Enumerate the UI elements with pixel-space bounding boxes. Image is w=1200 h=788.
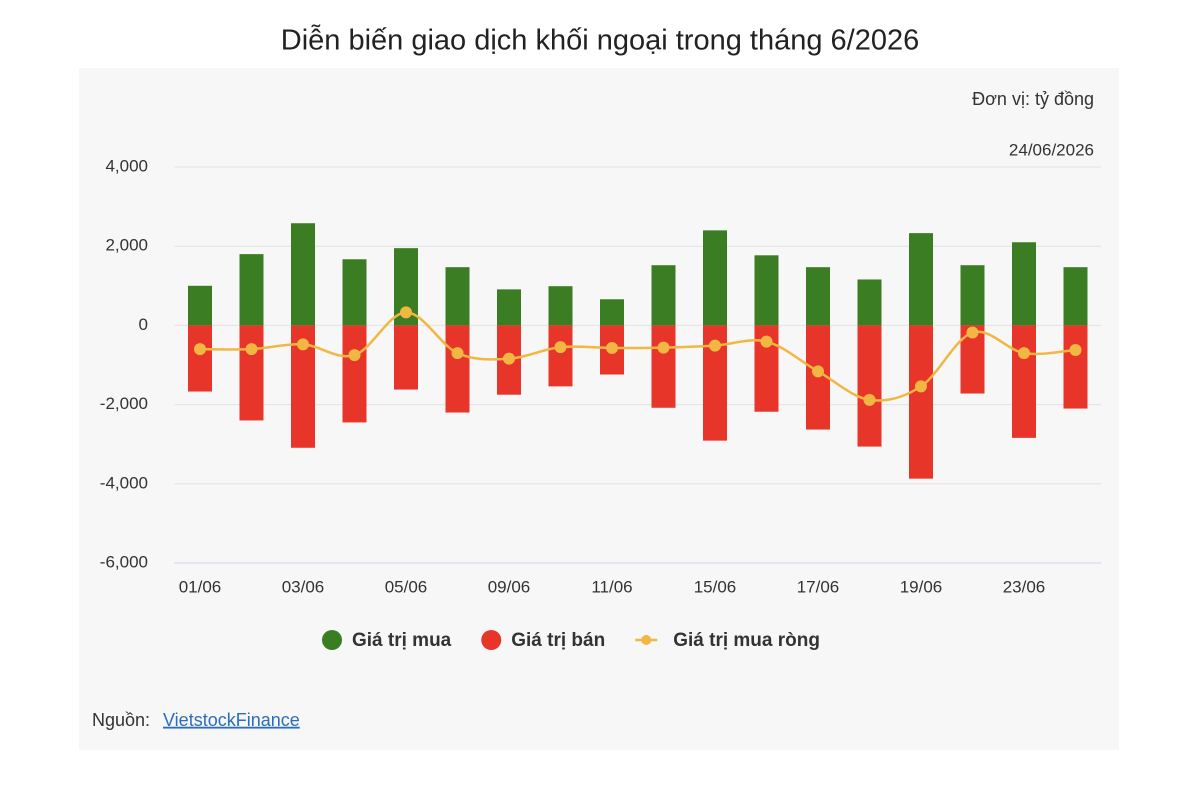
net-point [1018,347,1030,360]
bar [188,325,212,392]
bar [342,259,367,326]
net-point [657,341,670,354]
chart-title: Diễn biến giao dịch khối ngoại trong thá… [281,24,919,57]
bar [239,325,264,421]
bar [1012,325,1036,438]
legend-marker [481,630,502,650]
bar [445,267,470,326]
net-point [760,335,773,348]
source-label: Nguồn: [92,710,150,730]
bar [600,299,624,326]
bar [909,325,933,479]
source-link[interactable]: VietstockFinance [163,710,300,730]
net-point [915,380,927,393]
unit-note: Đơn vị: tỷ đồng [972,89,1094,109]
y-tick-label: -6,000 [100,552,148,571]
net-point [400,306,412,319]
bar [1063,325,1088,409]
net-point [606,341,618,354]
net-point [709,339,721,352]
bar [1012,242,1036,326]
bar [857,279,882,326]
net-point [297,338,309,351]
date-note: 24/06/2026 [1009,140,1094,159]
bar [806,267,830,326]
bar [857,325,882,447]
bar [342,325,367,423]
legend-marker [641,635,652,645]
bar [651,325,676,408]
bar [960,265,985,326]
legend-label: Giá trị mua ròng [673,630,820,651]
legend-label: Giá trị mua [352,630,452,651]
y-tick-label: 2,000 [105,236,148,255]
bar [188,285,212,326]
x-tick-label: 17/06 [797,577,840,596]
x-tick-label: 15/06 [694,577,737,596]
net-point [348,349,361,362]
bar [754,255,779,326]
bar [394,325,418,390]
y-tick-label: -2,000 [100,394,148,413]
net-point [245,343,258,356]
y-tick-label: 0 [139,315,148,334]
x-tick-label: 19/06 [900,577,943,596]
net-point [554,341,567,354]
net-point [863,393,876,406]
net-point [1069,343,1082,356]
y-tick-label: -4,000 [100,473,148,492]
x-tick-label: 11/06 [591,577,632,596]
bar [445,325,470,413]
y-tick-label: 4,000 [105,156,148,175]
x-tick-label: 03/06 [282,577,325,596]
legend-label: Giá trị bán [511,630,605,651]
x-tick-label: 23/06 [1003,577,1046,596]
x-tick-label: 01/06 [179,577,222,596]
bar [909,233,933,326]
bar [703,230,727,326]
x-tick-label: 05/06 [385,577,428,596]
bar [291,223,315,326]
bar [497,289,521,326]
legend-marker [322,630,342,650]
net-point [451,347,464,360]
net-point [812,365,824,378]
net-point [194,343,206,356]
bar [651,265,676,326]
x-tick-label: 09/06 [488,577,531,596]
net-point [966,326,979,339]
bar [548,325,573,387]
bar [548,286,573,326]
bar [1063,267,1088,326]
bar [239,254,264,326]
net-point [503,352,515,365]
